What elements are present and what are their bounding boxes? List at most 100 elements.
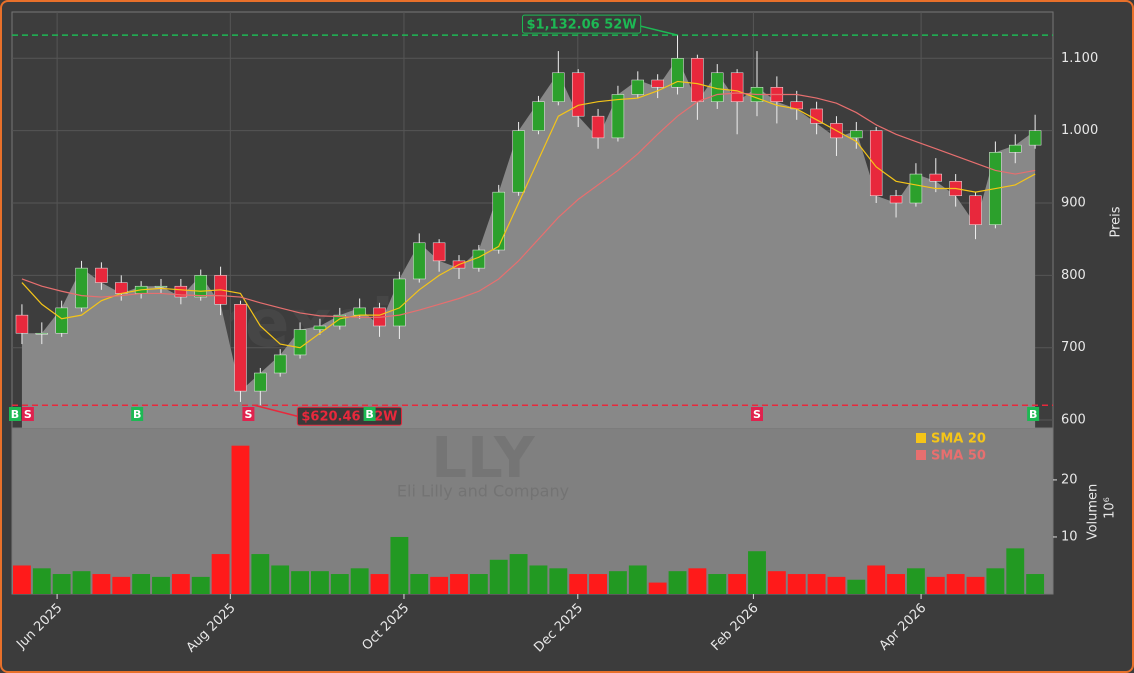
company-watermark: Eli Lilly and Company [397, 482, 569, 501]
volume-bar [450, 574, 468, 594]
volume-bar [787, 574, 806, 594]
volume-bar [509, 554, 528, 594]
candle-body [492, 191, 505, 251]
candle-body [75, 267, 88, 309]
volume-bar [430, 576, 449, 594]
candle-body [194, 275, 207, 298]
candle-body [631, 79, 645, 95]
y-tick-label: 1.100 [1061, 51, 1098, 66]
candle-body [234, 304, 247, 392]
volume-unit-label: 10⁶ [1103, 497, 1118, 519]
volume-bar [251, 554, 270, 594]
legend-label: SMA 50 [931, 449, 986, 464]
symbol-watermark: LLY [431, 426, 536, 491]
candle-body [154, 285, 168, 288]
candle-body [869, 130, 883, 197]
signal-box [8, 407, 21, 421]
volume-bar [986, 568, 1005, 594]
candle-body [293, 329, 307, 356]
volume-bar [807, 574, 826, 594]
annotation-label: $1,132.06 52W [527, 18, 637, 33]
candle-body [174, 285, 188, 298]
candle-body [413, 242, 426, 280]
volume-bar [390, 536, 409, 594]
candle-body [273, 354, 287, 374]
annotation-arrow [254, 404, 298, 417]
volume-bar [231, 445, 250, 594]
signal-label: S [753, 408, 761, 421]
volume-bar [648, 582, 667, 594]
volume-bar [1026, 574, 1045, 594]
candle-body [909, 173, 923, 204]
volume-bar [847, 579, 866, 594]
candle-body [532, 101, 545, 131]
volume-bar [906, 568, 925, 594]
signal-label: B [133, 408, 141, 421]
candle-body [35, 332, 49, 335]
volume-bar [132, 574, 151, 594]
volume-bar [767, 571, 786, 594]
volume-bar [887, 574, 905, 594]
signal-label: B [365, 408, 373, 421]
signal-label: B [1029, 408, 1037, 421]
volume-bar [569, 574, 588, 594]
volume-bar [32, 568, 51, 594]
sma-line [21, 92, 1036, 318]
volume-bar [152, 576, 170, 594]
volume-bar [112, 576, 131, 594]
volume-bar [410, 574, 429, 594]
volume-bar [469, 574, 488, 594]
candle-body [55, 307, 68, 334]
candle-body [671, 58, 684, 88]
volume-bar [926, 576, 945, 594]
y-tick-label: 20 [1061, 472, 1078, 487]
signal-label: B [11, 408, 19, 421]
x-tick-label: Apr 2026 [877, 601, 930, 654]
candle-body [730, 72, 744, 102]
volume-bar [966, 576, 985, 594]
candle-body [15, 314, 29, 334]
signal-box [21, 407, 34, 421]
volume-bar [728, 574, 747, 594]
volume-bar [72, 571, 91, 594]
candle-body [571, 72, 585, 117]
candle-body [552, 72, 565, 102]
volume-bar [330, 574, 349, 594]
signal-box [242, 407, 255, 421]
volume-bar [310, 571, 329, 594]
y-tick-label: 600 [1061, 413, 1086, 428]
candle-body [333, 314, 347, 327]
candle-body [432, 242, 446, 262]
volume-bar [92, 574, 111, 594]
candle-body [95, 267, 108, 283]
candle-body [929, 173, 942, 182]
candle-body [393, 278, 406, 327]
candle-body [254, 372, 267, 392]
candle-body [591, 115, 605, 139]
volume-bar [191, 576, 210, 594]
volume-bar [708, 574, 727, 594]
candle-body [115, 282, 128, 294]
x-tick-label: Jun 2025 [13, 601, 65, 653]
y-tick-label: 10 [1061, 529, 1078, 544]
volume-bar [867, 565, 886, 594]
volume-bar [52, 574, 71, 594]
volume-bar [827, 576, 846, 594]
y-tick-label: 700 [1061, 340, 1086, 355]
candle-body [651, 79, 664, 88]
signal-box [750, 407, 763, 421]
volume-bar [370, 574, 389, 594]
volume-bar [489, 559, 508, 594]
volume-bar [668, 571, 687, 594]
annotation-box [522, 14, 642, 34]
price-area [21, 58, 1036, 428]
legend-swatch [916, 450, 926, 460]
volume-bar [291, 571, 309, 594]
volume-bar [628, 565, 647, 594]
candle-body [1009, 144, 1022, 153]
signal-label: S [24, 408, 32, 421]
signal-box [1027, 407, 1040, 421]
signal-label: S [244, 408, 252, 421]
candle-body [611, 94, 625, 139]
